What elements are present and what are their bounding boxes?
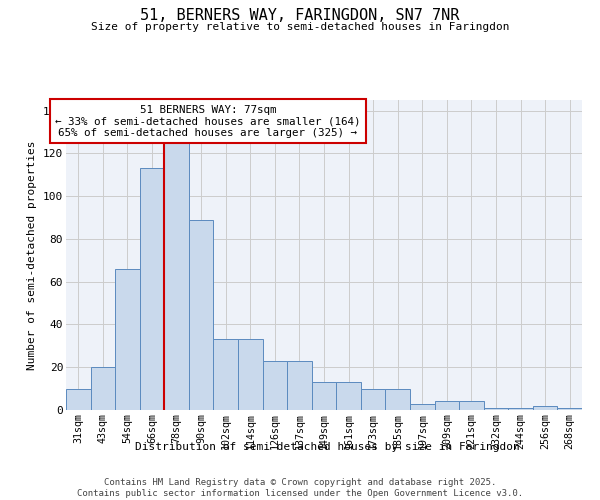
Bar bbox=[410, 404, 434, 410]
Bar bbox=[533, 406, 557, 410]
Bar bbox=[115, 269, 140, 410]
Bar bbox=[238, 340, 263, 410]
Text: 51, BERNERS WAY, FARINGDON, SN7 7NR: 51, BERNERS WAY, FARINGDON, SN7 7NR bbox=[140, 8, 460, 22]
Bar bbox=[287, 361, 312, 410]
Bar bbox=[385, 388, 410, 410]
Bar bbox=[434, 402, 459, 410]
Bar bbox=[214, 340, 238, 410]
Text: 51 BERNERS WAY: 77sqm
← 33% of semi-detached houses are smaller (164)
65% of sem: 51 BERNERS WAY: 77sqm ← 33% of semi-deta… bbox=[55, 104, 361, 138]
Y-axis label: Number of semi-detached properties: Number of semi-detached properties bbox=[28, 140, 37, 370]
Bar bbox=[66, 388, 91, 410]
Bar bbox=[164, 143, 189, 410]
Bar bbox=[91, 367, 115, 410]
Bar bbox=[189, 220, 214, 410]
Bar bbox=[459, 402, 484, 410]
Bar bbox=[312, 382, 336, 410]
Bar bbox=[336, 382, 361, 410]
Bar bbox=[484, 408, 508, 410]
Bar bbox=[361, 388, 385, 410]
Bar bbox=[508, 408, 533, 410]
Text: Distribution of semi-detached houses by size in Faringdon: Distribution of semi-detached houses by … bbox=[134, 442, 520, 452]
Bar bbox=[557, 408, 582, 410]
Bar bbox=[140, 168, 164, 410]
Text: Size of property relative to semi-detached houses in Faringdon: Size of property relative to semi-detach… bbox=[91, 22, 509, 32]
Bar bbox=[263, 361, 287, 410]
Text: Contains HM Land Registry data © Crown copyright and database right 2025.
Contai: Contains HM Land Registry data © Crown c… bbox=[77, 478, 523, 498]
